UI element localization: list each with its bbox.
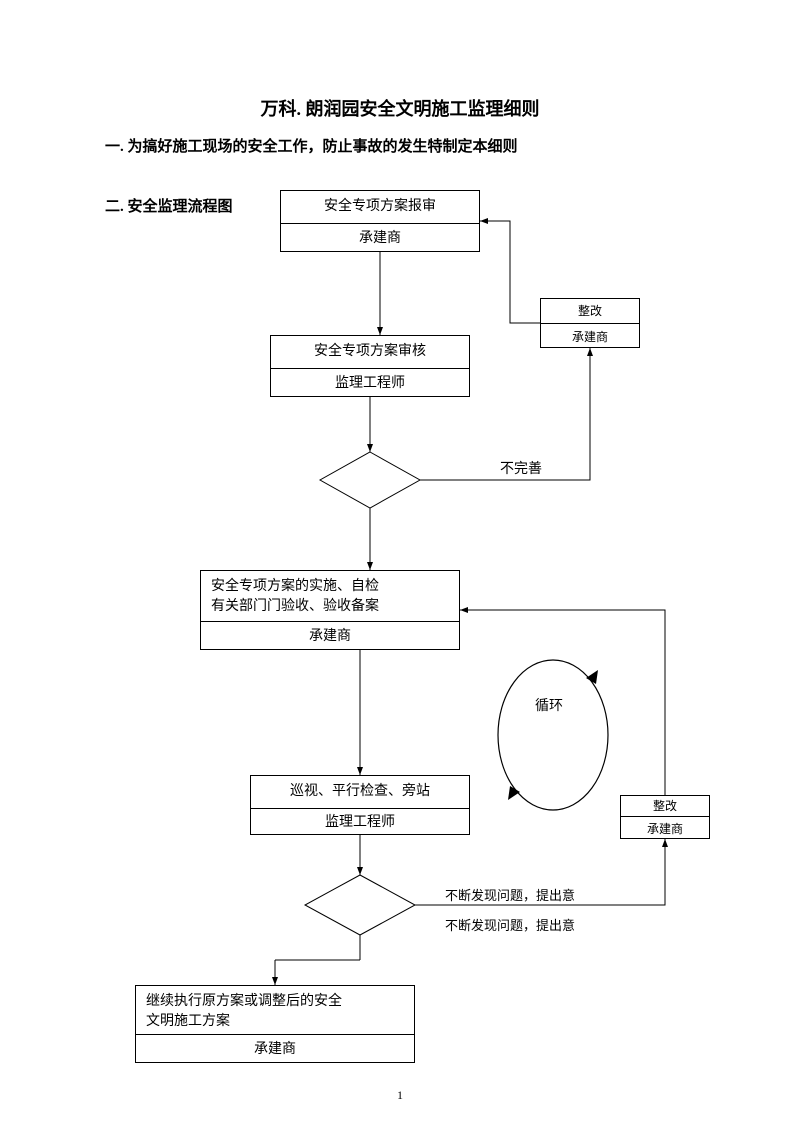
node-submit: 安全专项方案报审 承建商 bbox=[280, 190, 480, 252]
node-rectify-2-title: 整改 bbox=[621, 796, 709, 816]
node-submit-title: 安全专项方案报审 bbox=[281, 191, 479, 223]
loop-label: 循环 bbox=[535, 695, 563, 715]
node-rectify-1-role: 承建商 bbox=[541, 323, 639, 349]
loop-arrowhead-tr bbox=[586, 670, 598, 684]
decision-1-right-label: 不完善 bbox=[500, 458, 542, 478]
loop-arrowhead-bl bbox=[508, 786, 520, 800]
node-submit-role: 承建商 bbox=[281, 223, 479, 253]
node-rectify-1: 整改 承建商 bbox=[540, 298, 640, 348]
node-inspect-title: 巡视、平行检查、旁站 bbox=[251, 776, 469, 808]
loop-ellipse bbox=[498, 660, 608, 810]
node-implement-line2: 有关部门门验收、验收备案 bbox=[211, 597, 449, 617]
node-rectify-2: 整改 承建商 bbox=[620, 795, 710, 839]
decision-2-right-label-2: 不断发现问题，提出意 bbox=[445, 915, 575, 934]
heading-2: 二. 安全监理流程图 bbox=[105, 195, 233, 216]
node-inspect: 巡视、平行检查、旁站 监理工程师 bbox=[250, 775, 470, 835]
node-implement: 安全专项方案的实施、自检 有关部门门验收、验收备案 承建商 bbox=[200, 570, 460, 650]
node-review: 安全专项方案审核 监理工程师 bbox=[270, 335, 470, 397]
page-number: 1 bbox=[397, 1088, 403, 1103]
heading-1: 一. 为搞好施工现场的安全工作，防止事故的发生特制定本细则 bbox=[105, 135, 518, 156]
node-review-role: 监理工程师 bbox=[271, 368, 469, 398]
decision-2-right-label-1: 不断发现问题，提出意 bbox=[445, 885, 575, 904]
flow-connectors bbox=[0, 0, 800, 1132]
decision-2-label: 结果 bbox=[340, 895, 368, 915]
node-implement-role: 承建商 bbox=[201, 621, 459, 651]
decision-1-label: 结果 bbox=[350, 470, 378, 490]
node-continue-line2: 文明施工方案 bbox=[146, 1012, 404, 1032]
node-rectify-2-role: 承建商 bbox=[621, 816, 709, 840]
node-continue-role: 承建商 bbox=[136, 1034, 414, 1064]
node-rectify-1-title: 整改 bbox=[541, 299, 639, 323]
node-review-title: 安全专项方案审核 bbox=[271, 336, 469, 368]
node-continue-line1: 继续执行原方案或调整后的安全 bbox=[146, 992, 404, 1012]
node-implement-line1: 安全专项方案的实施、自检 bbox=[211, 577, 449, 597]
page-title: 万科. 朗润园安全文明施工监理细则 bbox=[0, 95, 800, 121]
node-continue: 继续执行原方案或调整后的安全 文明施工方案 承建商 bbox=[135, 985, 415, 1063]
node-inspect-role: 监理工程师 bbox=[251, 808, 469, 836]
